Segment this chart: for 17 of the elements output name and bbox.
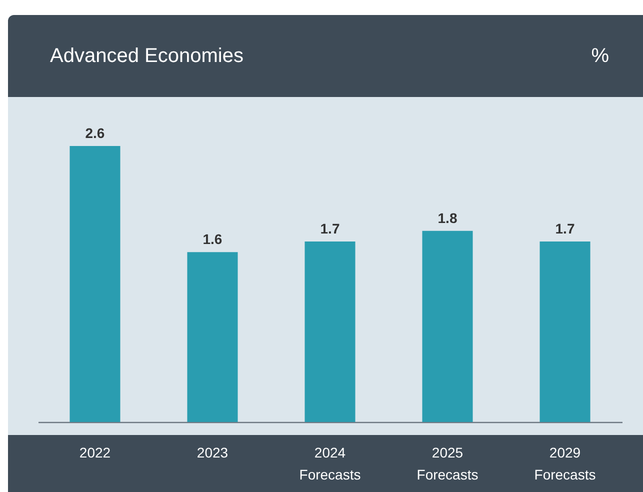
y-axis-title: % (591, 45, 609, 68)
x-tick-label: 2022 (79, 444, 111, 460)
x-tick-label: 2023 (196, 444, 228, 460)
data-label: 1.6 (202, 231, 222, 248)
bar (422, 230, 473, 422)
data-label: 2.6 (85, 125, 105, 141)
data-label: 1.7 (320, 220, 340, 237)
x-tick-label: 2024 Forecasts (299, 444, 361, 482)
bar (70, 146, 120, 422)
bar (540, 242, 590, 422)
x-tick-label: 2025 Forecasts (416, 444, 478, 482)
chart-title: Advanced Economies (50, 45, 244, 68)
data-label: 1.8 (438, 210, 458, 226)
data-label: 1.7 (555, 220, 575, 237)
x-tick-label: 2029 Forecasts (534, 444, 596, 482)
bar (187, 252, 238, 422)
bar (304, 242, 356, 422)
